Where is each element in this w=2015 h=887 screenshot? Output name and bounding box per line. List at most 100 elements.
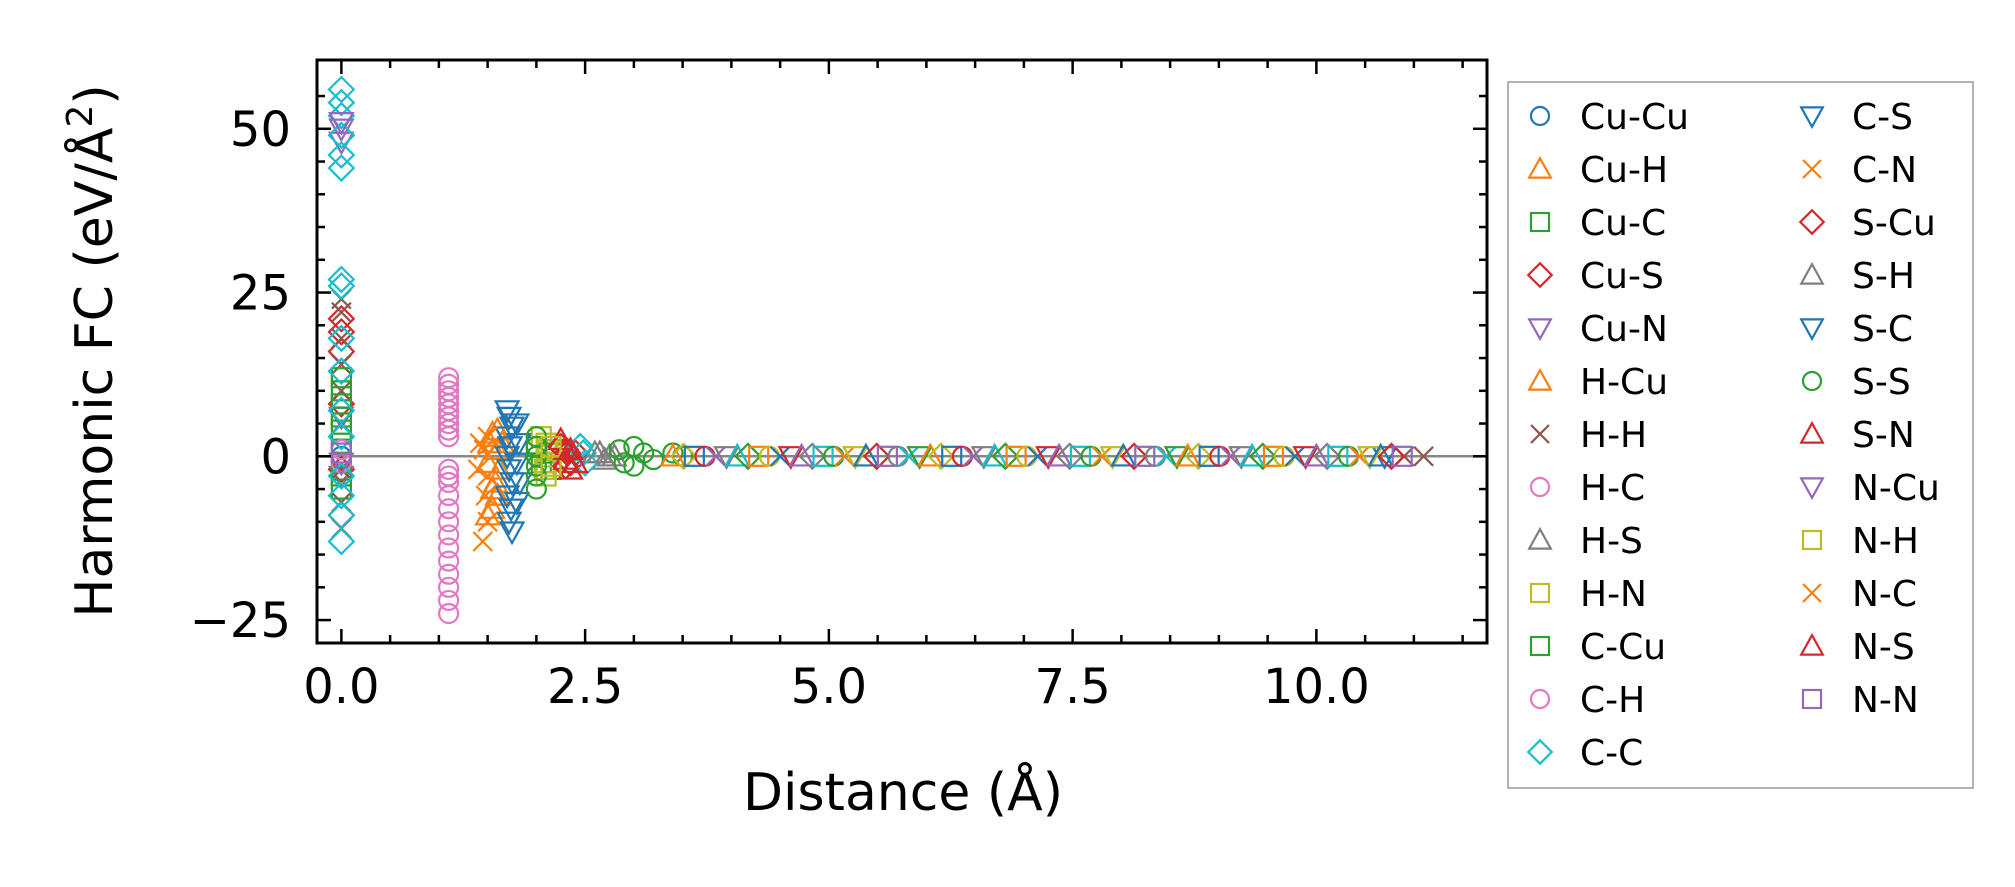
data-point: [438, 550, 460, 572]
data-point: [330, 367, 352, 389]
data-point: [327, 462, 356, 490]
series-n-s: [557, 436, 589, 474]
markers-layer: [327, 75, 1434, 625]
data-point: [503, 452, 531, 477]
data-point: [474, 449, 501, 474]
legend-marker: [1527, 526, 1553, 550]
data-point: [862, 442, 891, 471]
series-c-cu: [330, 367, 352, 500]
data-point: [777, 446, 805, 470]
legend-marker: [1801, 688, 1823, 710]
data-point: [327, 527, 356, 556]
data-point: [1099, 446, 1126, 470]
data-point: [331, 354, 352, 375]
y-tick-label: −25: [190, 593, 291, 649]
data-point: [1327, 445, 1349, 467]
x-axis-label: Distance (Å): [743, 761, 1063, 823]
data-point: [438, 602, 460, 625]
legend-label: N-H: [1852, 521, 1919, 562]
data-point: [713, 446, 740, 470]
data-point: [327, 272, 356, 300]
legend-marker: [1529, 105, 1551, 127]
series-c-c: [327, 75, 600, 556]
data-point: [467, 459, 489, 480]
data-point: [438, 485, 460, 507]
data-point: [438, 589, 460, 612]
data-point: [906, 446, 933, 470]
data-point: [1045, 442, 1073, 467]
data-point: [1134, 445, 1156, 467]
x-tick-label: 7.5: [1034, 659, 1110, 715]
legend-marker: [1799, 261, 1825, 285]
data-point: [1120, 442, 1148, 471]
legend-marker: [1799, 477, 1825, 501]
legend-marker: [1799, 106, 1825, 130]
data-point: [331, 380, 352, 402]
legend-label: S-H: [1852, 256, 1915, 297]
data-point: [506, 472, 534, 497]
legend-marker: [1802, 159, 1822, 179]
data-point: [1228, 446, 1255, 470]
data-point: [1220, 446, 1241, 467]
legend-label: C-Cu: [1580, 627, 1666, 668]
data-point: [328, 112, 355, 136]
legend-label: S-C: [1852, 309, 1913, 350]
legend-item-cu-c: Cu-C: [1529, 203, 1666, 244]
legend-item-n-c: N-C: [1802, 574, 1917, 615]
legend-item-h-cu: H-Cu: [1527, 362, 1668, 403]
data-point: [484, 416, 511, 441]
legend-item-h-n: H-N: [1529, 574, 1647, 615]
legend-marker: [1526, 738, 1554, 766]
legend-marker: [1802, 583, 1822, 603]
data-point: [503, 413, 531, 438]
legend-label: Cu-N: [1580, 309, 1668, 350]
legend-item-s-cu: S-Cu: [1798, 203, 1936, 244]
data-point: [1238, 442, 1266, 467]
legend-label: S-N: [1852, 415, 1915, 456]
data-point: [613, 452, 635, 474]
legend-item-cu-s: Cu-S: [1526, 256, 1664, 297]
data-point: [327, 88, 356, 117]
data-point: [472, 531, 494, 552]
data-point: [659, 442, 687, 467]
legend-marker: [1530, 424, 1550, 444]
series-n-c: [467, 432, 491, 480]
y-tick-label: 0: [260, 429, 291, 485]
data-point: [327, 265, 356, 294]
legend-label: N-N: [1852, 680, 1919, 721]
series-n-h: [540, 435, 562, 477]
data-point: [505, 432, 533, 457]
series-s-s: [525, 426, 694, 500]
legend-label: Cu-C: [1580, 203, 1666, 244]
legend-label: H-Cu: [1580, 362, 1668, 403]
data-point: [841, 446, 869, 470]
legend-label: S-S: [1852, 362, 1911, 403]
data-point: [327, 317, 356, 346]
data-point: [327, 422, 356, 451]
legend-item-c-cu: C-Cu: [1529, 627, 1666, 668]
data-point: [331, 301, 352, 323]
data-point: [1356, 446, 1384, 470]
data-point: [723, 442, 751, 467]
legend-item-c-h: C-H: [1529, 680, 1645, 721]
data-point: [438, 458, 460, 481]
data-point: [330, 393, 352, 415]
data-point: [596, 442, 623, 467]
legend-marker: [1529, 211, 1551, 233]
legend-item-c-n: C-N: [1802, 150, 1917, 191]
legend-item-h-h: H-H: [1530, 415, 1647, 456]
x-tick-label: 5.0: [791, 659, 867, 715]
series-s-h: [586, 439, 623, 467]
data-point: [328, 452, 355, 477]
legend-marker: [1529, 476, 1551, 498]
data-point: [486, 455, 513, 480]
y-axis-label-base: Harmonic FC (eV/Å: [63, 127, 125, 618]
legend-item-cu-cu: Cu-Cu: [1529, 97, 1689, 138]
data-point: [1110, 442, 1137, 467]
data-point: [503, 491, 531, 516]
legend-label: Cu-S: [1580, 256, 1664, 297]
legend-marker: [1526, 261, 1554, 289]
data-point: [493, 400, 521, 425]
legend-item-s-n: S-N: [1799, 415, 1915, 456]
